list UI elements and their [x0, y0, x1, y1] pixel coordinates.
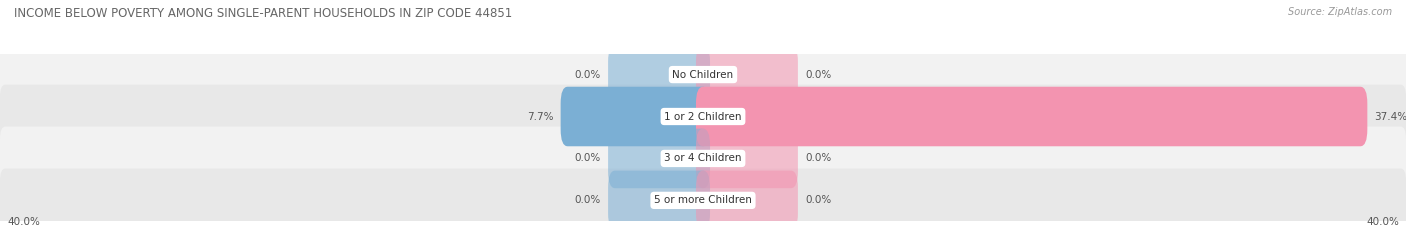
Text: 5 or more Children: 5 or more Children — [654, 195, 752, 205]
Text: 40.0%: 40.0% — [7, 217, 39, 227]
Text: 7.7%: 7.7% — [527, 112, 554, 121]
FancyBboxPatch shape — [609, 129, 710, 188]
Text: 37.4%: 37.4% — [1374, 112, 1406, 121]
FancyBboxPatch shape — [0, 127, 1406, 190]
FancyBboxPatch shape — [609, 45, 710, 104]
FancyBboxPatch shape — [0, 85, 1406, 148]
Text: 0.0%: 0.0% — [804, 154, 831, 163]
Text: 0.0%: 0.0% — [575, 70, 602, 79]
FancyBboxPatch shape — [696, 171, 799, 230]
FancyBboxPatch shape — [696, 87, 1367, 146]
FancyBboxPatch shape — [609, 171, 710, 230]
Text: INCOME BELOW POVERTY AMONG SINGLE-PARENT HOUSEHOLDS IN ZIP CODE 44851: INCOME BELOW POVERTY AMONG SINGLE-PARENT… — [14, 7, 512, 20]
Text: No Children: No Children — [672, 70, 734, 79]
FancyBboxPatch shape — [696, 129, 799, 188]
Text: 0.0%: 0.0% — [804, 195, 831, 205]
Text: 0.0%: 0.0% — [575, 195, 602, 205]
FancyBboxPatch shape — [0, 43, 1406, 106]
FancyBboxPatch shape — [0, 168, 1406, 232]
Text: 40.0%: 40.0% — [1367, 217, 1399, 227]
Text: Source: ZipAtlas.com: Source: ZipAtlas.com — [1288, 7, 1392, 17]
Text: 3 or 4 Children: 3 or 4 Children — [664, 154, 742, 163]
FancyBboxPatch shape — [696, 45, 799, 104]
FancyBboxPatch shape — [561, 87, 710, 146]
Text: 0.0%: 0.0% — [804, 70, 831, 79]
Text: 1 or 2 Children: 1 or 2 Children — [664, 112, 742, 121]
Text: 0.0%: 0.0% — [575, 154, 602, 163]
